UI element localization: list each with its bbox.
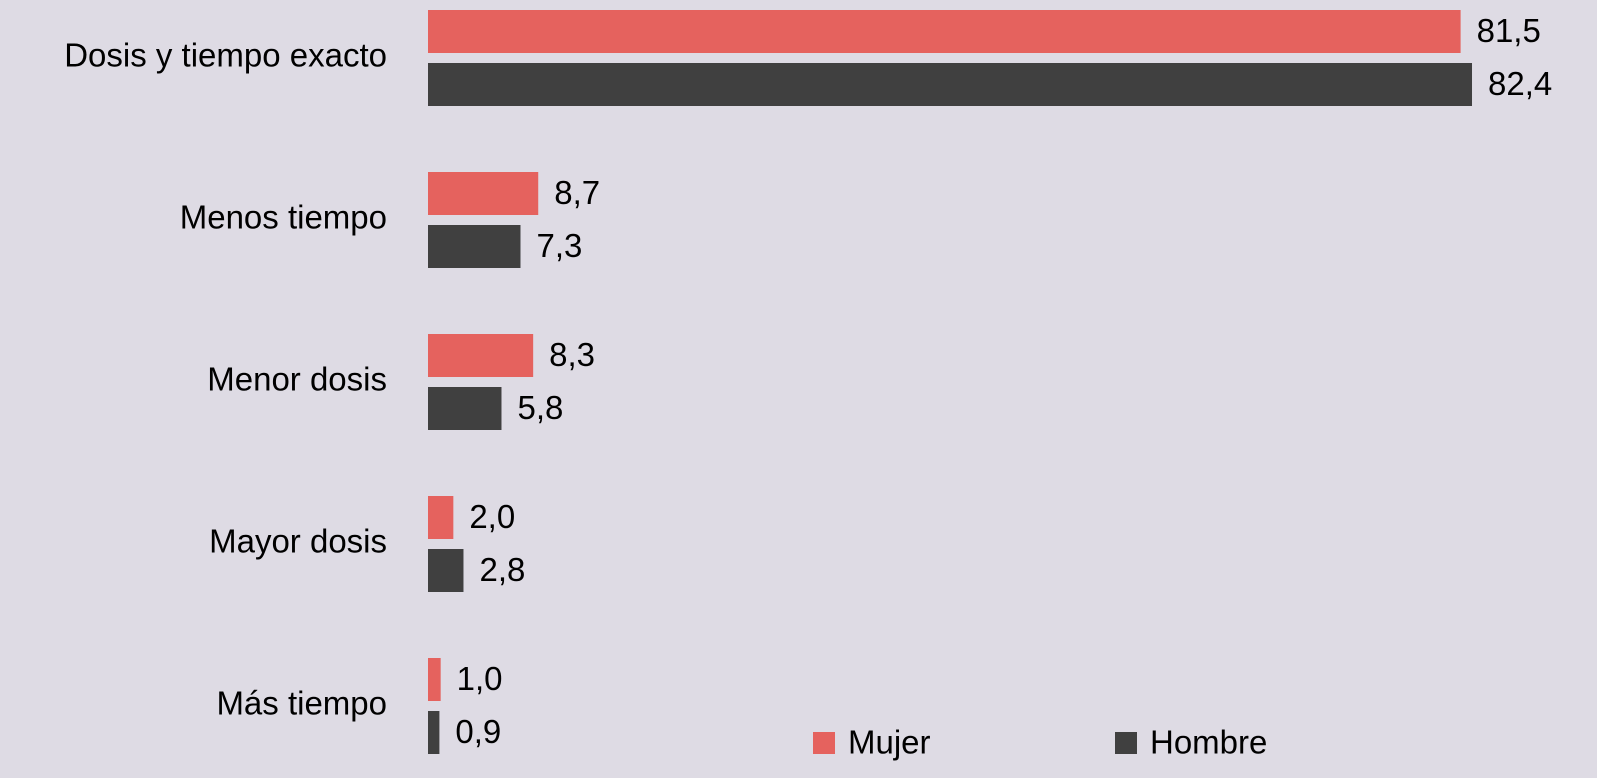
category-label: Menos tiempo — [180, 199, 387, 236]
bar — [428, 387, 502, 430]
category-label: Más tiempo — [216, 685, 387, 722]
bar — [428, 334, 534, 377]
legend-label: Mujer — [848, 724, 931, 761]
bar — [428, 496, 454, 539]
value-label: 2,0 — [469, 498, 515, 535]
value-label: 1,0 — [457, 660, 503, 697]
bar — [428, 658, 441, 701]
value-label: 8,3 — [549, 336, 595, 373]
value-label: 2,8 — [479, 551, 525, 588]
legend-swatch — [1115, 732, 1137, 754]
value-label: 0,9 — [455, 713, 501, 750]
category-label: Dosis y tiempo exacto — [64, 37, 387, 74]
bar — [428, 10, 1461, 53]
bar — [428, 711, 440, 754]
bar — [428, 549, 464, 592]
category-label: Mayor dosis — [209, 523, 387, 560]
legend-swatch — [813, 732, 835, 754]
value-label: 82,4 — [1488, 65, 1552, 102]
bar — [428, 172, 539, 215]
value-label: 8,7 — [554, 174, 600, 211]
bar — [428, 63, 1473, 106]
category-label: Menor dosis — [207, 361, 387, 398]
legend-label: Hombre — [1150, 724, 1267, 761]
value-label: 81,5 — [1477, 12, 1541, 49]
value-label: 7,3 — [536, 227, 582, 264]
value-label: 5,8 — [517, 389, 563, 426]
bar — [428, 225, 521, 268]
